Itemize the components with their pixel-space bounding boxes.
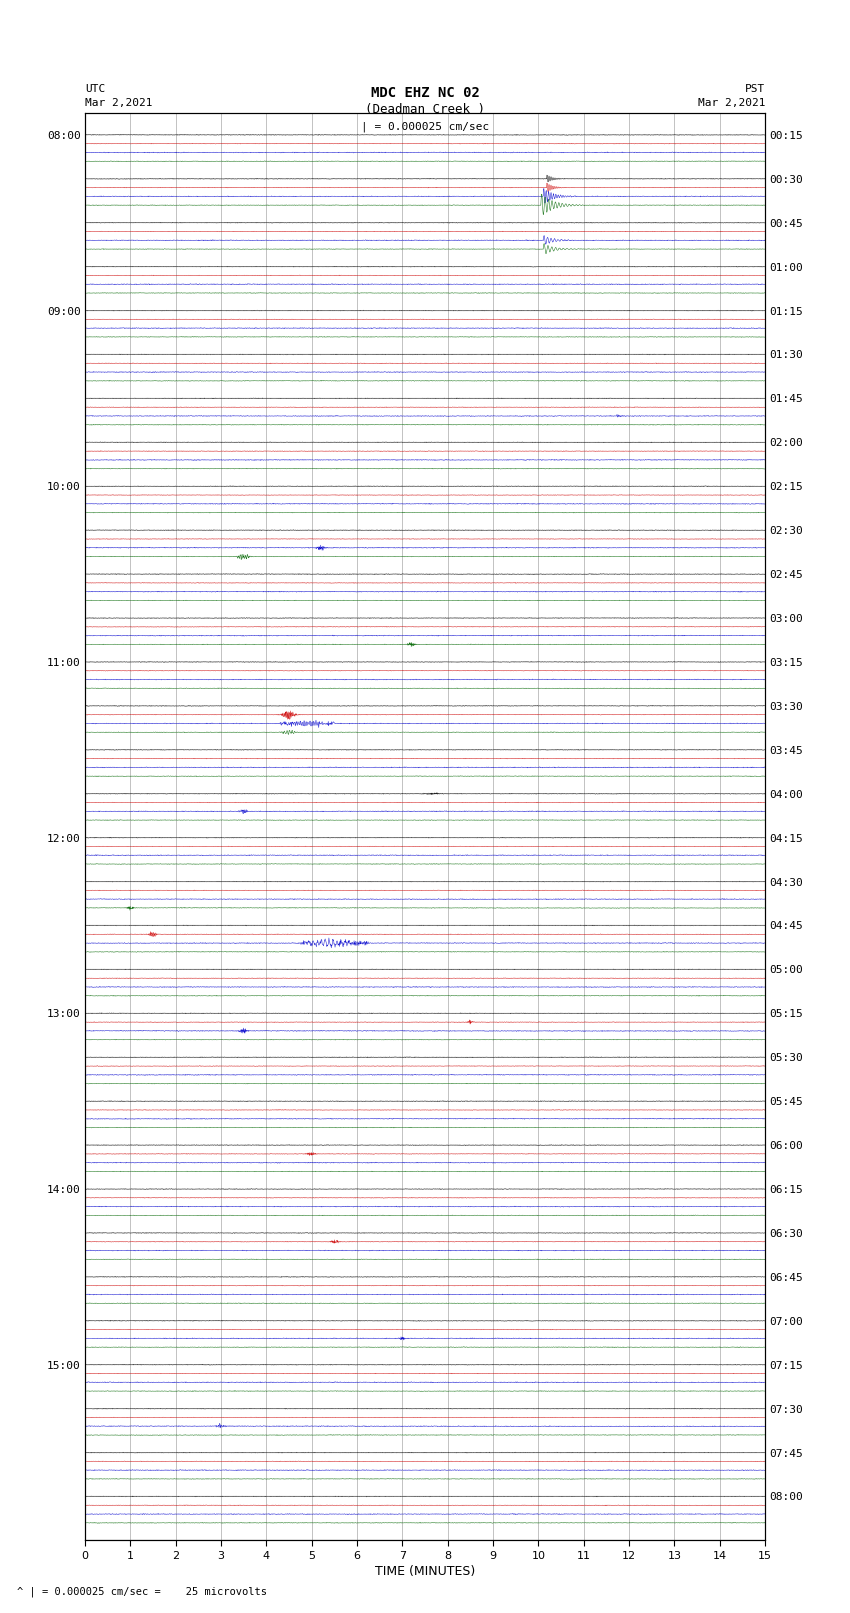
Text: ^ | = 0.000025 cm/sec =    25 microvolts: ^ | = 0.000025 cm/sec = 25 microvolts — [17, 1586, 267, 1597]
Text: (Deadman Creek ): (Deadman Creek ) — [365, 103, 485, 116]
Text: PST: PST — [745, 84, 765, 94]
Text: Mar 2,2021: Mar 2,2021 — [85, 98, 152, 108]
Text: Mar 2,2021: Mar 2,2021 — [698, 98, 765, 108]
Text: UTC: UTC — [85, 84, 105, 94]
Text: | = 0.000025 cm/sec: | = 0.000025 cm/sec — [361, 121, 489, 132]
X-axis label: TIME (MINUTES): TIME (MINUTES) — [375, 1565, 475, 1578]
Text: MDC EHZ NC 02: MDC EHZ NC 02 — [371, 85, 479, 100]
